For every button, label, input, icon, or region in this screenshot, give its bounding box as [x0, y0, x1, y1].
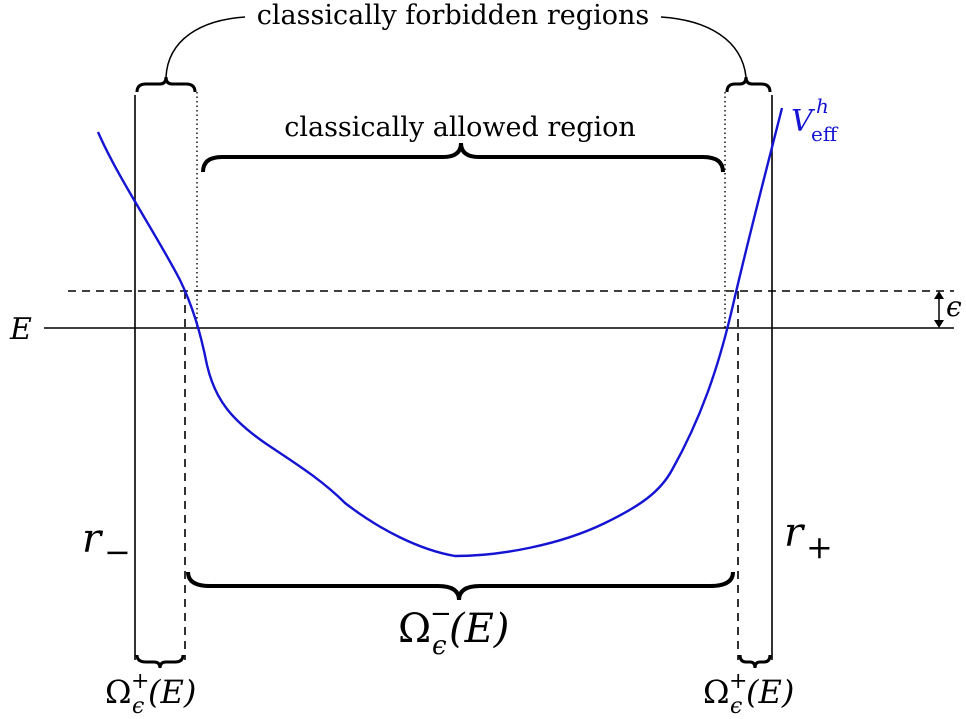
omega-plus-left-arg: (E) — [148, 673, 196, 711]
omega-minus-brace — [188, 572, 733, 600]
veff-label: V h eff — [791, 94, 839, 146]
right-omega-plus-brace — [740, 655, 770, 668]
omega-plus-left-sup: + — [131, 669, 149, 694]
r-plus-sub: + — [806, 528, 833, 566]
r-plus-label: r + — [784, 510, 833, 566]
left-forbidden-top-brace — [137, 77, 195, 92]
r-plus-base: r — [784, 510, 806, 556]
epsilon-arrow-head-top — [934, 291, 944, 299]
effective-potential-curve — [98, 108, 782, 556]
epsilon-label: ϵ — [946, 290, 962, 323]
omega-plus-right-sup: + — [729, 669, 747, 694]
r-minus-base: r — [82, 516, 104, 562]
veff-sub: eff — [811, 122, 839, 146]
omega-plus-left-label: Ω + ϵ (E) — [105, 669, 196, 719]
omega-plus-right-arg: (E) — [746, 673, 794, 711]
veff-sup: h — [816, 94, 829, 118]
energy-label: E — [9, 312, 32, 347]
forbidden-connector-right — [661, 17, 746, 77]
omega-plus-right-sub: ϵ — [730, 694, 742, 719]
allowed-region-brace — [203, 143, 723, 172]
allowed-region-label: classically allowed region — [284, 112, 636, 143]
omega-minus-sub: ϵ — [432, 631, 447, 661]
left-omega-plus-brace — [137, 655, 183, 668]
omega-plus-right-label: Ω + ϵ (E) — [703, 669, 794, 719]
forbidden-connector-left — [166, 17, 245, 77]
omega-minus-base: Ω — [398, 606, 431, 652]
r-minus-sub: − — [104, 533, 131, 571]
r-minus-label: r − — [82, 516, 131, 571]
omega-minus-arg: (E) — [449, 606, 509, 652]
omega-plus-left-base: Ω — [105, 673, 132, 711]
right-forbidden-top-brace — [727, 77, 770, 92]
forbidden-regions-label: classically forbidden regions — [257, 0, 649, 31]
omega-plus-left-sub: ϵ — [132, 694, 144, 719]
omega-plus-right-base: Ω — [703, 673, 730, 711]
epsilon-arrow-head-bottom — [934, 320, 944, 328]
omega-minus-label: Ω − ϵ (E) — [398, 599, 509, 661]
